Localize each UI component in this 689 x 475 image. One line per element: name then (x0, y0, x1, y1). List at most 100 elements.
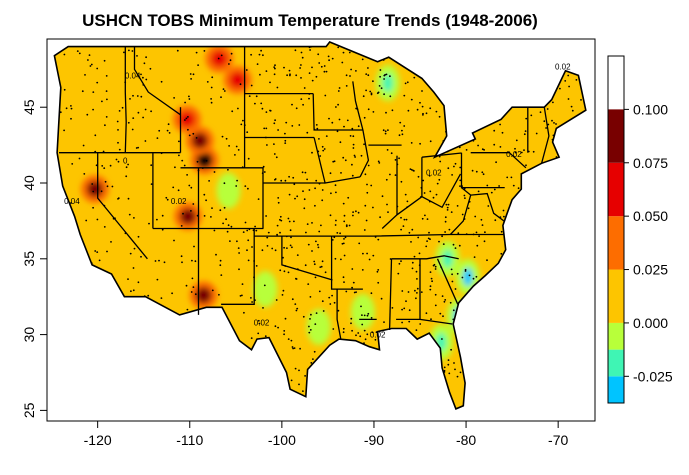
station-dot (103, 204, 106, 207)
station-dot (84, 74, 86, 76)
station-dot (418, 252, 421, 255)
colorbar-swatch (608, 109, 624, 163)
station-dot (302, 390, 304, 392)
station-dot (277, 197, 280, 199)
station-dot (313, 263, 316, 266)
station-dot (184, 119, 186, 121)
contour-label: 0.02 (506, 150, 522, 159)
station-dot (304, 171, 307, 174)
station-dot (416, 278, 418, 280)
station-dot (389, 75, 391, 78)
station-dot (434, 304, 437, 307)
station-dot (314, 276, 317, 279)
station-dot (329, 303, 332, 305)
station-dot (339, 232, 341, 235)
station-dot (315, 240, 317, 243)
station-dot (401, 321, 403, 324)
colorbar-swatch (608, 269, 624, 323)
station-dot (465, 233, 468, 236)
station-dot (559, 87, 561, 90)
station-dot (420, 291, 423, 293)
station-dot (477, 190, 480, 193)
station-dot (274, 325, 277, 328)
station-dot (419, 323, 422, 325)
station-dot (483, 240, 486, 243)
station-dot (181, 261, 183, 264)
station-dot (316, 127, 319, 130)
station-dot (303, 207, 306, 210)
station-dot (78, 52, 81, 55)
station-dot (421, 105, 424, 108)
station-dot (404, 82, 407, 85)
station-dot (156, 278, 159, 281)
station-dot (379, 69, 382, 71)
station-dot (471, 169, 474, 172)
station-dot (70, 202, 72, 204)
station-dot (386, 203, 388, 206)
station-dot (323, 148, 326, 150)
station-dot (289, 229, 292, 232)
station-dot (70, 107, 73, 110)
station-dot (185, 284, 188, 287)
station-dot (343, 238, 345, 240)
station-dot (383, 93, 385, 96)
station-dot (123, 51, 125, 54)
station-dot (220, 96, 222, 99)
station-dot (144, 140, 147, 142)
station-dot (401, 129, 403, 132)
station-dot (336, 232, 339, 234)
station-dot (480, 218, 483, 221)
station-dot (453, 362, 455, 364)
station-dot (441, 338, 443, 340)
contour-label: 0.02 (254, 319, 270, 328)
station-dot (103, 167, 106, 170)
station-dot (487, 205, 490, 207)
station-dot (317, 53, 320, 56)
station-dot (291, 103, 293, 106)
station-dot (523, 149, 525, 152)
station-dot (431, 280, 433, 283)
station-dot (241, 294, 243, 297)
station-dot (333, 236, 336, 239)
state-border (436, 258, 459, 305)
station-dot (361, 323, 364, 326)
station-dot (410, 241, 412, 243)
station-dot (328, 59, 330, 62)
station-dot (360, 305, 362, 308)
station-dot (378, 85, 381, 87)
station-dot (145, 56, 148, 59)
station-dot (359, 335, 362, 338)
station-dot (218, 293, 220, 296)
station-dot (313, 128, 316, 131)
station-dot (149, 67, 152, 70)
station-dot (205, 159, 208, 162)
station-dot (144, 108, 147, 111)
station-dot (337, 46, 340, 49)
station-dot (386, 149, 389, 151)
station-dot (475, 231, 478, 234)
station-dot (376, 270, 379, 273)
station-dot (415, 297, 417, 300)
y-axis: 25 30 35 40 45 (21, 99, 47, 418)
station-dot (342, 276, 345, 279)
station-dot (213, 229, 216, 232)
station-dot (143, 62, 146, 65)
station-dot (418, 264, 421, 267)
station-dot (269, 81, 271, 84)
station-dot (456, 205, 459, 207)
station-dot (494, 219, 497, 222)
station-dot (355, 334, 357, 337)
station-dot (308, 97, 310, 100)
station-dot (429, 285, 432, 288)
station-dot (243, 311, 245, 314)
station-dot (314, 187, 316, 190)
station-dot (490, 191, 493, 194)
station-dot (215, 253, 217, 256)
station-dot (461, 185, 463, 188)
station-dot (527, 150, 530, 153)
station-dot (127, 163, 129, 166)
station-dot (314, 323, 317, 325)
station-dot (350, 322, 352, 325)
station-dot (299, 67, 301, 69)
station-dot (331, 239, 334, 241)
